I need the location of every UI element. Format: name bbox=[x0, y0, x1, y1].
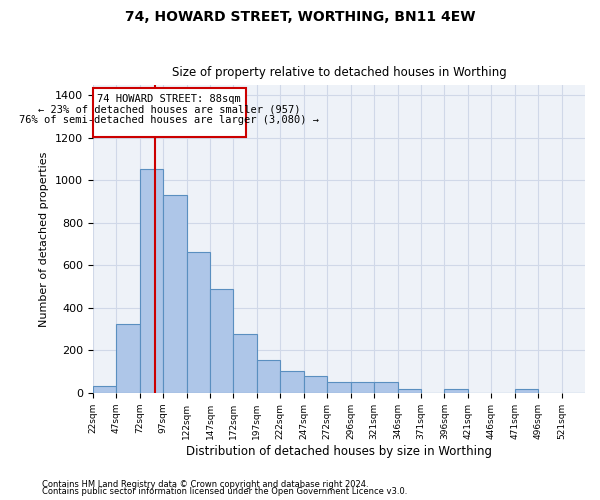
Text: Contains HM Land Registry data © Crown copyright and database right 2024.: Contains HM Land Registry data © Crown c… bbox=[42, 480, 368, 489]
Bar bbox=[257, 360, 280, 393]
Bar bbox=[140, 168, 163, 393]
Text: 74, HOWARD STREET, WORTHING, BN11 4EW: 74, HOWARD STREET, WORTHING, BN11 4EW bbox=[125, 10, 475, 24]
Text: 74 HOWARD STREET: 88sqm: 74 HOWARD STREET: 88sqm bbox=[97, 94, 241, 104]
Bar bbox=[163, 196, 187, 393]
Bar bbox=[187, 252, 210, 393]
Bar bbox=[374, 382, 398, 393]
Bar bbox=[304, 376, 327, 393]
Bar bbox=[515, 388, 538, 393]
Bar bbox=[327, 382, 350, 393]
Text: ← 23% of detached houses are smaller (957): ← 23% of detached houses are smaller (95… bbox=[38, 104, 301, 115]
Bar bbox=[93, 386, 116, 393]
Bar bbox=[280, 370, 304, 393]
Title: Size of property relative to detached houses in Worthing: Size of property relative to detached ho… bbox=[172, 66, 506, 80]
Bar bbox=[398, 388, 421, 393]
Bar bbox=[350, 382, 374, 393]
Text: Contains public sector information licensed under the Open Government Licence v3: Contains public sector information licen… bbox=[42, 488, 407, 496]
Text: 76% of semi-detached houses are larger (3,080) →: 76% of semi-detached houses are larger (… bbox=[19, 115, 319, 125]
X-axis label: Distribution of detached houses by size in Worthing: Distribution of detached houses by size … bbox=[186, 444, 492, 458]
Bar bbox=[233, 334, 257, 393]
Y-axis label: Number of detached properties: Number of detached properties bbox=[40, 151, 49, 326]
FancyBboxPatch shape bbox=[93, 88, 245, 137]
Bar bbox=[445, 388, 468, 393]
Bar bbox=[116, 324, 140, 393]
Bar bbox=[210, 289, 233, 393]
